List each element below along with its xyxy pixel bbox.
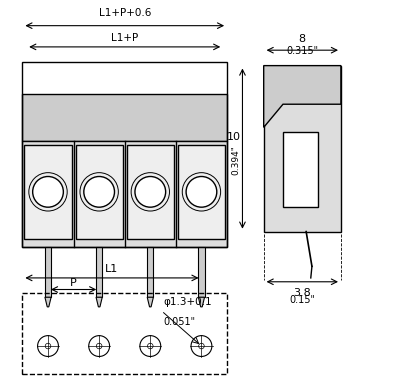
Circle shape [186, 176, 217, 207]
Text: φ1.3+0.1: φ1.3+0.1 [163, 297, 212, 307]
Circle shape [148, 343, 153, 349]
Circle shape [191, 335, 212, 357]
Bar [178, 145, 225, 239]
Bar [283, 132, 318, 207]
Polygon shape [45, 297, 51, 307]
Text: 0.051": 0.051" [163, 317, 196, 327]
Bar [147, 247, 153, 297]
Circle shape [135, 176, 166, 207]
Text: L1+P+0.6: L1+P+0.6 [98, 8, 151, 18]
Text: 3.8: 3.8 [294, 288, 311, 298]
Bar [96, 247, 102, 297]
Circle shape [45, 343, 51, 349]
Text: 8: 8 [299, 34, 306, 44]
Polygon shape [264, 66, 341, 127]
Text: 10: 10 [226, 132, 240, 142]
Text: 0.315": 0.315" [286, 46, 318, 56]
Circle shape [33, 176, 63, 207]
Bar [22, 62, 227, 247]
Bar [127, 145, 174, 239]
Circle shape [140, 335, 161, 357]
Circle shape [96, 343, 102, 349]
Bar [76, 145, 123, 239]
Circle shape [199, 343, 204, 349]
Bar [22, 293, 227, 374]
Bar [264, 66, 341, 232]
Bar [198, 247, 204, 297]
Circle shape [38, 335, 58, 357]
Text: 0.15": 0.15" [289, 295, 315, 305]
Bar [45, 247, 51, 297]
Text: 0.394": 0.394" [232, 145, 240, 175]
Text: L1: L1 [105, 264, 118, 274]
Polygon shape [96, 297, 102, 307]
Polygon shape [198, 297, 204, 307]
Bar [24, 145, 72, 239]
Bar [22, 141, 227, 247]
Polygon shape [147, 297, 153, 307]
Text: P: P [70, 278, 77, 288]
Bar [22, 94, 227, 141]
Circle shape [89, 335, 110, 357]
Text: L1+P: L1+P [111, 33, 138, 43]
Circle shape [84, 176, 114, 207]
